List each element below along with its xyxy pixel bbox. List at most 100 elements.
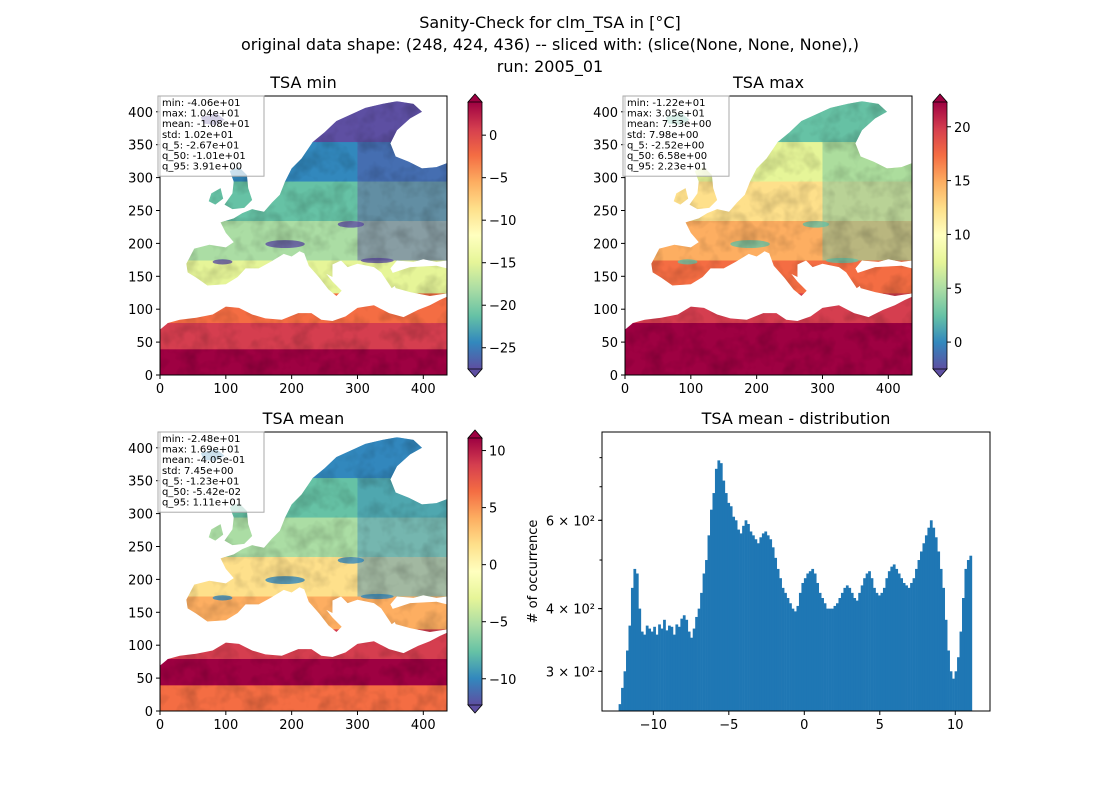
colorbar-gradient <box>933 102 947 369</box>
histogram-bar <box>769 539 773 711</box>
histogram-bar <box>714 468 718 711</box>
colorbar-tick-label: 15 <box>954 175 971 190</box>
stats-line: q_5: -2.52e+00 <box>627 140 704 151</box>
histogram-bar <box>682 615 686 711</box>
axes-frame <box>159 95 448 376</box>
stats-line: min: -1.22e+01 <box>627 98 706 109</box>
histogram-bar <box>905 585 908 711</box>
histogram-bar <box>734 520 738 711</box>
histogram-bar <box>660 628 664 711</box>
colorbar-tick-label: −20 <box>489 299 516 314</box>
histogram-bar <box>749 531 753 711</box>
histogram-bar <box>890 566 894 711</box>
histogram-bar <box>754 539 758 711</box>
histogram-bar <box>828 608 832 711</box>
suptitle-line-2: original data shape: (248, 424, 436) -- … <box>241 35 859 54</box>
histogram-bar <box>798 592 802 711</box>
stats-line: q_95: 2.23e+01 <box>627 162 707 173</box>
histogram-bar <box>947 650 950 711</box>
histogram-bar <box>675 624 679 711</box>
colorbar-tick-label: −10 <box>489 673 516 688</box>
panel-title: TSA mean - distribution <box>701 409 891 428</box>
histogram-bar <box>929 520 933 711</box>
histogram-bar <box>648 628 652 711</box>
histogram-bar <box>756 543 760 711</box>
histogram-bar <box>796 605 800 711</box>
histogram-bar <box>655 634 659 711</box>
histogram-bar <box>882 587 886 711</box>
y-tick-label: 200 <box>593 237 618 252</box>
x-tick-label: −10 <box>640 718 667 733</box>
y-tick-label: 350 <box>593 139 618 154</box>
histogram-bar <box>776 568 780 711</box>
y-axis-label: # of occurrence <box>526 520 541 624</box>
colorbar: 0 −5 −10 −15 −20 −25 <box>467 93 516 378</box>
colorbar-extend-min <box>932 368 948 378</box>
y-tick-label: 200 <box>128 573 153 588</box>
histogram-bar <box>816 582 820 711</box>
stats-line: mean: -4.05e-01 <box>162 455 245 466</box>
histogram-bar <box>687 631 691 711</box>
colorbar-tick-label: 0 <box>954 336 962 351</box>
x-tick-label: 400 <box>411 718 436 733</box>
histogram-bar <box>821 598 824 711</box>
stats-line: std: 1.02e+01 <box>162 130 234 141</box>
histogram-bar <box>912 578 916 711</box>
histogram-bar <box>865 573 869 711</box>
histogram-bar <box>719 463 723 711</box>
suptitle-line-3: run: 2005_01 <box>497 57 603 77</box>
histogram-bar <box>781 587 785 711</box>
histogram-bar <box>702 573 706 711</box>
histogram-bar <box>712 493 716 711</box>
colorbar-tick-label: 10 <box>489 445 506 460</box>
histogram-bar <box>784 592 787 711</box>
histogram-bar <box>860 585 864 711</box>
colorbar-tick-label: 5 <box>954 282 962 297</box>
panel-title: TSA max <box>732 73 804 92</box>
histogram-bar <box>801 582 805 711</box>
histogram-bar <box>786 598 790 711</box>
y-tick-label: 4 × 10² <box>546 603 595 618</box>
y-tick-label: 150 <box>128 270 153 285</box>
x-tick-label: 100 <box>213 718 238 733</box>
histogram-bar <box>742 525 745 711</box>
histogram-bar <box>737 529 740 711</box>
axes-frame <box>159 431 448 712</box>
colorbar-tick-label: 20 <box>954 121 971 136</box>
histogram-bar <box>808 571 812 711</box>
x-tick-label: 0 <box>800 718 808 733</box>
stats-line: q_95: 3.91e+00 <box>162 162 242 173</box>
histogram-bar <box>885 578 889 711</box>
histogram-bar <box>942 587 946 711</box>
histogram-bar <box>685 619 689 711</box>
x-tick-label: 200 <box>279 382 304 397</box>
x-tick-label: 300 <box>810 382 835 397</box>
histogram-bar <box>833 605 837 711</box>
histogram-bar <box>638 608 642 711</box>
stats-line: q_95: 1.11e+01 <box>162 498 242 509</box>
colorbar: 0 5 10 15 20 <box>932 93 971 378</box>
x-tick-label: 400 <box>876 382 901 397</box>
colorbar-tick-label: 10 <box>954 228 971 243</box>
histogram-bar <box>633 568 637 711</box>
stats-line: min: -4.06e+01 <box>162 98 241 109</box>
y-tick-label: 100 <box>128 639 153 654</box>
histogram-bar <box>954 671 958 711</box>
histogram-bar <box>761 533 765 711</box>
histogram-bar <box>623 671 627 711</box>
histogram-bar <box>697 608 701 711</box>
histogram-bar <box>924 535 928 711</box>
histogram-bar <box>840 592 844 711</box>
histogram-bar <box>791 608 795 711</box>
histogram-bar <box>653 626 656 711</box>
stats-line: q_50: -5.42e-02 <box>162 487 241 498</box>
histogram-bar <box>727 502 731 711</box>
y-tick-label: 50 <box>136 672 153 687</box>
histogram-bar <box>880 592 884 711</box>
histogram-bar <box>668 625 671 711</box>
stats-line: max: 1.69e+01 <box>162 445 240 456</box>
histogram-bar <box>969 555 973 711</box>
histogram-bar <box>952 678 955 711</box>
y-tick-label: 0 <box>145 369 153 384</box>
